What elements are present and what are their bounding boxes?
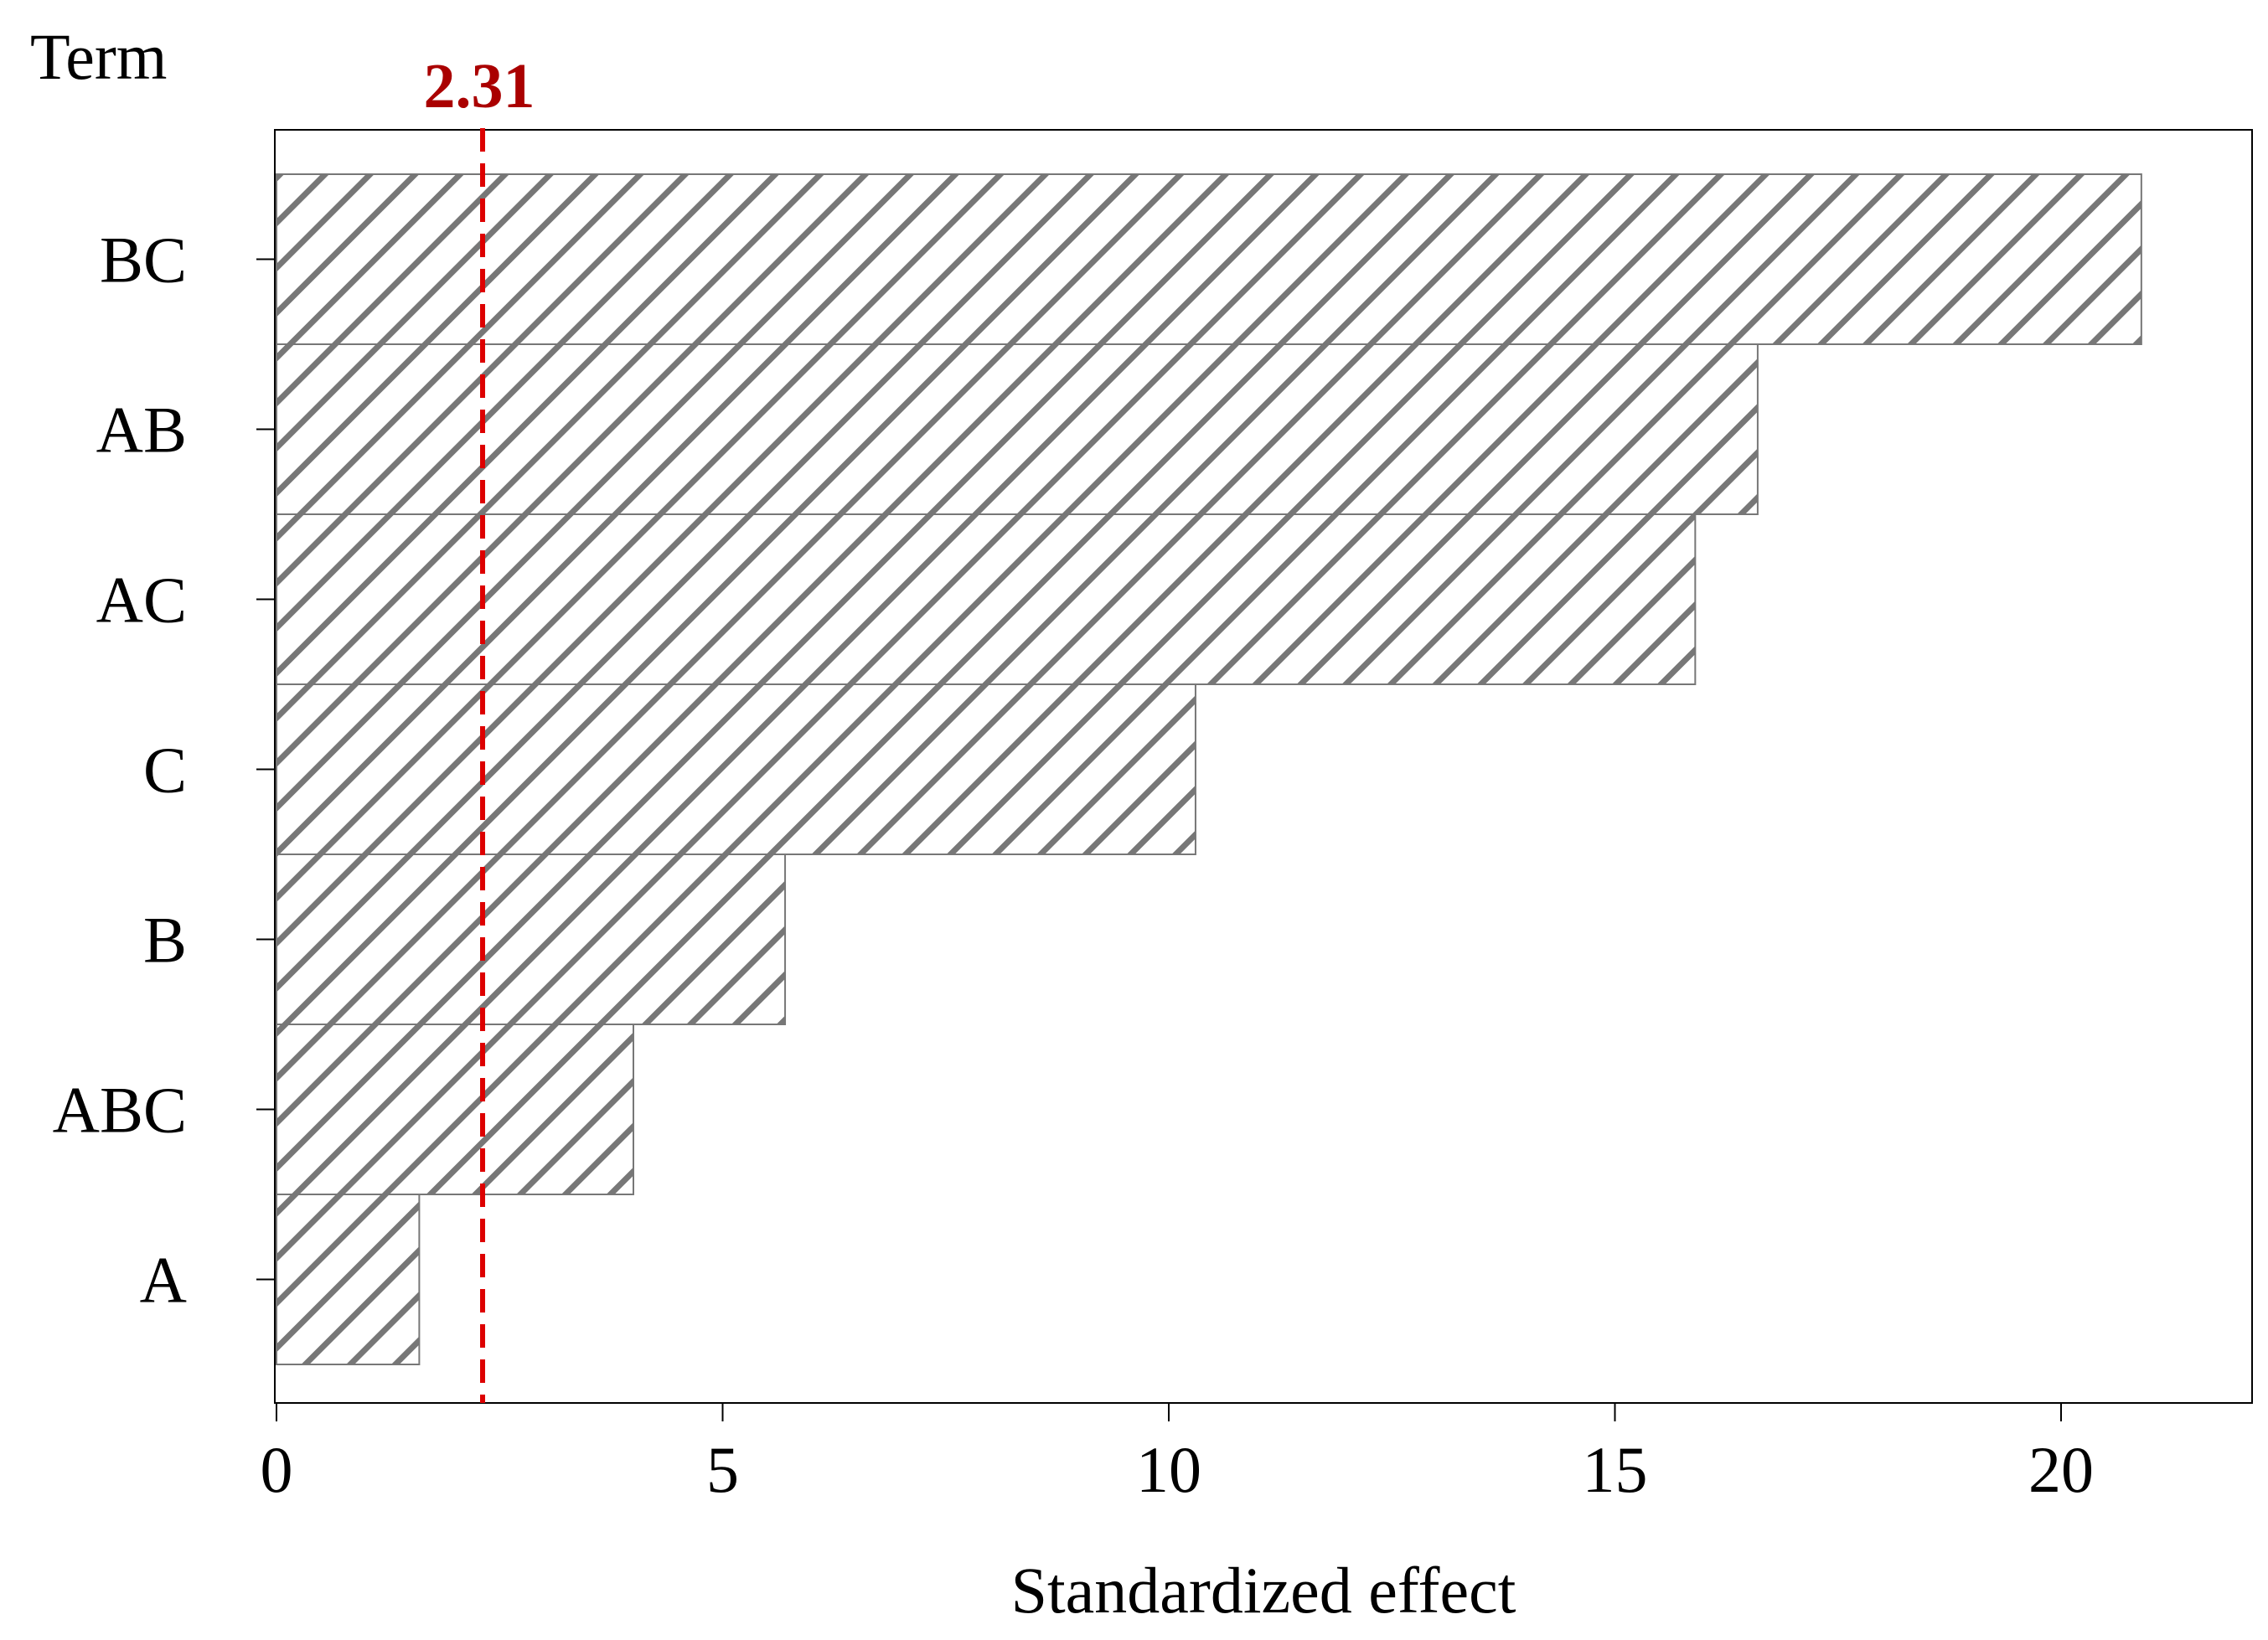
y-tick-label-ab: AB [96,394,187,467]
bar-abc [276,1024,634,1195]
x-tick-label-0: 0 [261,1433,293,1506]
x-tick-label-10: 10 [1136,1433,1201,1506]
x-axis-title: Standardized effect [1011,1554,1516,1627]
bar-a [276,1194,421,1365]
y-tick-label-ac: AC [96,564,187,637]
bar-c [276,683,1196,855]
y-tick-label-b: B [143,904,187,977]
x-tick-label-5: 5 [706,1433,739,1506]
y-tick-label-bc: BC [100,224,187,297]
plot-frame [274,129,2253,1404]
y-tick-label-c: C [143,734,187,807]
y-tick-label-abc: ABC [53,1074,187,1147]
bar-bc [276,173,2142,345]
x-tick-label-20: 20 [2028,1433,2094,1506]
x-tick-label-15: 15 [1583,1433,1648,1506]
bar-ab [276,343,1759,515]
bar-b [276,854,787,1025]
y-tick-label-a: A [140,1244,187,1317]
bar-ac [276,513,1697,685]
y-axis-title: Term [30,20,167,93]
reference-line-label: 2.31 [424,51,535,121]
